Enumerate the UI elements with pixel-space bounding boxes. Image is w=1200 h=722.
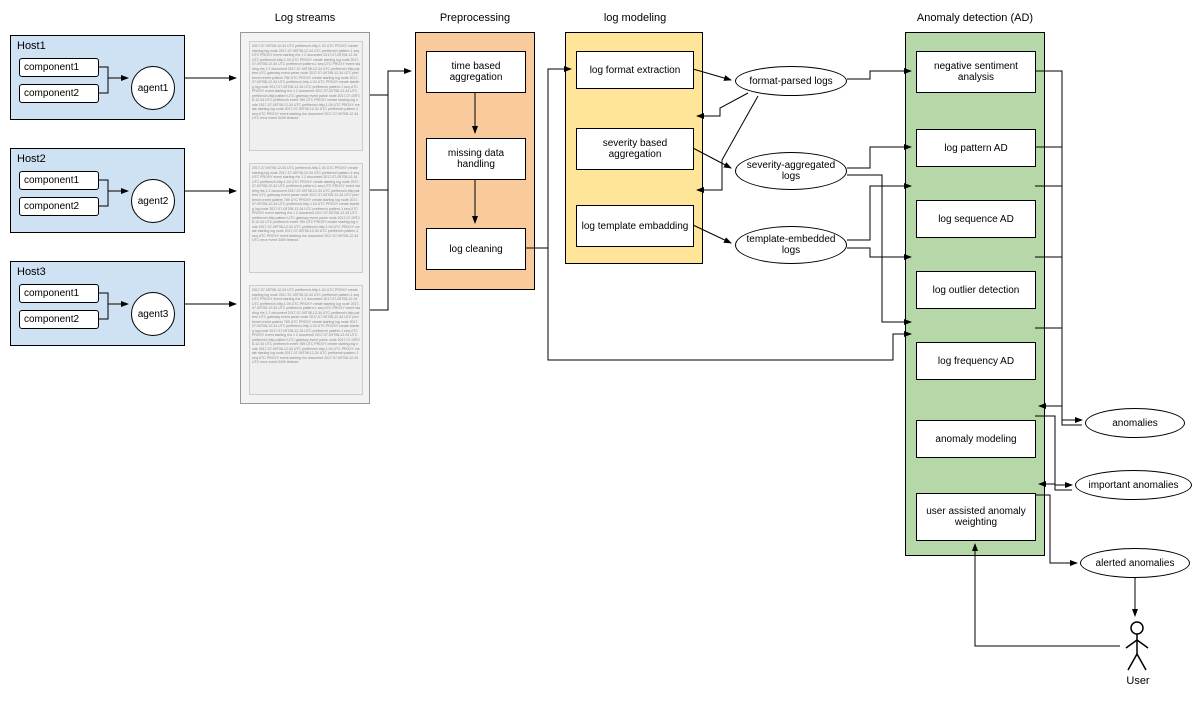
host2-panel: Host2 component1 component2 agent2 — [10, 148, 185, 233]
ellipse-alerted-anomalies: alerted anomalies — [1080, 548, 1190, 578]
host1-panel: Host1 component1 component2 agent1 — [10, 35, 185, 120]
host3-panel: Host3 component1 component2 agent3 — [10, 261, 185, 346]
host1-component1: component1 — [19, 58, 99, 77]
preproc-time-aggregation: time based aggregation — [426, 51, 526, 93]
title-modeling: log modeling — [590, 12, 680, 24]
modeling-format-extraction: log format extraction — [576, 51, 694, 89]
ad-panel: negative sentiment analysis log pattern … — [905, 32, 1045, 556]
host2-component1: component1 — [19, 171, 99, 190]
host1-agent: agent1 — [131, 66, 175, 110]
title-preprocessing: Preprocessing — [430, 12, 520, 24]
ad-user-assisted: user assisted anomaly weighting — [916, 493, 1036, 541]
logblock-3: 2017-07-09T08-12-34 UTC prefbench-http-1… — [249, 285, 363, 395]
host3-agent: agent3 — [131, 292, 175, 336]
user-label: User — [1118, 675, 1158, 687]
ad-log-frequency: log frequency AD — [916, 342, 1036, 380]
modeling-template-embedding: log template embadding — [576, 205, 694, 247]
host3-component1: component1 — [19, 284, 99, 303]
title-ad: Anomaly detection (AD) — [910, 12, 1040, 24]
ellipse-template-embedded: template-embedded logs — [735, 226, 847, 264]
modeling-panel: log format extraction severity based agg… — [565, 32, 703, 264]
ellipse-important-anomalies: important anomalies — [1075, 470, 1192, 500]
ad-negative-sentiment: negative sentiment analysis — [916, 51, 1036, 93]
host1-component2: component2 — [19, 84, 99, 103]
preprocessing-panel: time based aggregation missing data hand… — [415, 32, 535, 290]
ellipse-anomalies: anomalies — [1085, 408, 1185, 438]
title-logstreams: Log streams — [255, 12, 355, 24]
preproc-log-cleaning: log cleaning — [426, 228, 526, 270]
ad-anomaly-modeling: anomaly modeling — [916, 420, 1036, 458]
modeling-severity-aggregation: severity based aggregation — [576, 128, 694, 170]
host2-title: Host2 — [17, 153, 46, 165]
preproc-missing-data: missing data handling — [426, 138, 526, 180]
logblock-1: 2017-07-09T08-12-34 UTC prefbench-http-1… — [249, 41, 363, 151]
ellipse-severity-aggregated: severity-aggregated logs — [735, 152, 847, 190]
ad-log-outlier: log outlier detection — [916, 271, 1036, 309]
host3-title: Host3 — [17, 266, 46, 278]
user-icon — [1122, 620, 1152, 672]
host2-component2: component2 — [19, 197, 99, 216]
ad-log-sequence: log sequence AD — [916, 200, 1036, 238]
ellipse-format-parsed: format-parsed logs — [735, 66, 847, 96]
host1-title: Host1 — [17, 40, 46, 52]
host2-agent: agent2 — [131, 179, 175, 223]
logblock-2: 2017-07-09T08-12-34 UTC prefbench-http-1… — [249, 163, 363, 273]
logstreams-panel: 2017-07-09T08-12-34 UTC prefbench-http-1… — [240, 32, 370, 404]
host3-component2: component2 — [19, 310, 99, 329]
ad-log-pattern: log pattern AD — [916, 129, 1036, 167]
